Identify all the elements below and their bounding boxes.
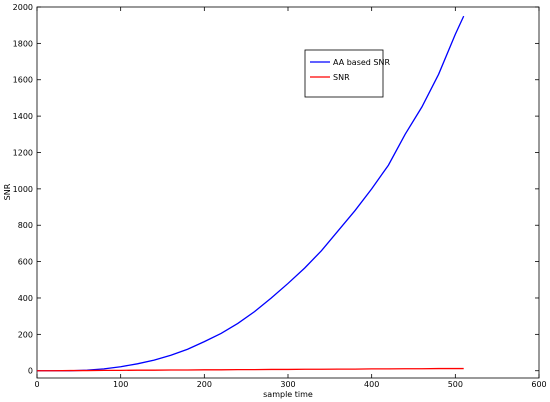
- y-tick-label: 1800: [13, 39, 33, 48]
- x-tick-label: 600: [531, 380, 546, 389]
- legend-label: SNR: [333, 73, 350, 82]
- legend-label: AA based SNR: [333, 58, 390, 67]
- y-tick-label: 2000: [13, 3, 33, 12]
- legend-box: [304, 49, 384, 98]
- x-tick-label: 100: [113, 380, 128, 389]
- line: [37, 367, 464, 372]
- x-tick-label: 300: [280, 380, 295, 389]
- x-tick-label: 500: [448, 380, 463, 389]
- line: [37, 15, 465, 372]
- x-tick-label: 0: [34, 380, 39, 389]
- y-axis-label: SNR: [3, 183, 12, 200]
- y-tick-label: 1600: [13, 76, 33, 85]
- y-tick-label: 800: [18, 221, 33, 230]
- x-axis-label: sample time: [263, 390, 313, 399]
- y-tick-label: 1000: [13, 185, 33, 194]
- y-tick-label: 1400: [13, 112, 33, 121]
- axes-box: [36, 6, 540, 379]
- y-tick-label: 400: [18, 294, 33, 303]
- x-tick-label: 400: [364, 380, 379, 389]
- y-tick-label: 1200: [13, 148, 33, 157]
- x-tick-label: 200: [197, 380, 212, 389]
- y-tick-label: 200: [18, 330, 33, 339]
- y-tick-label: 600: [18, 258, 33, 267]
- y-tick-label: 0: [28, 367, 33, 376]
